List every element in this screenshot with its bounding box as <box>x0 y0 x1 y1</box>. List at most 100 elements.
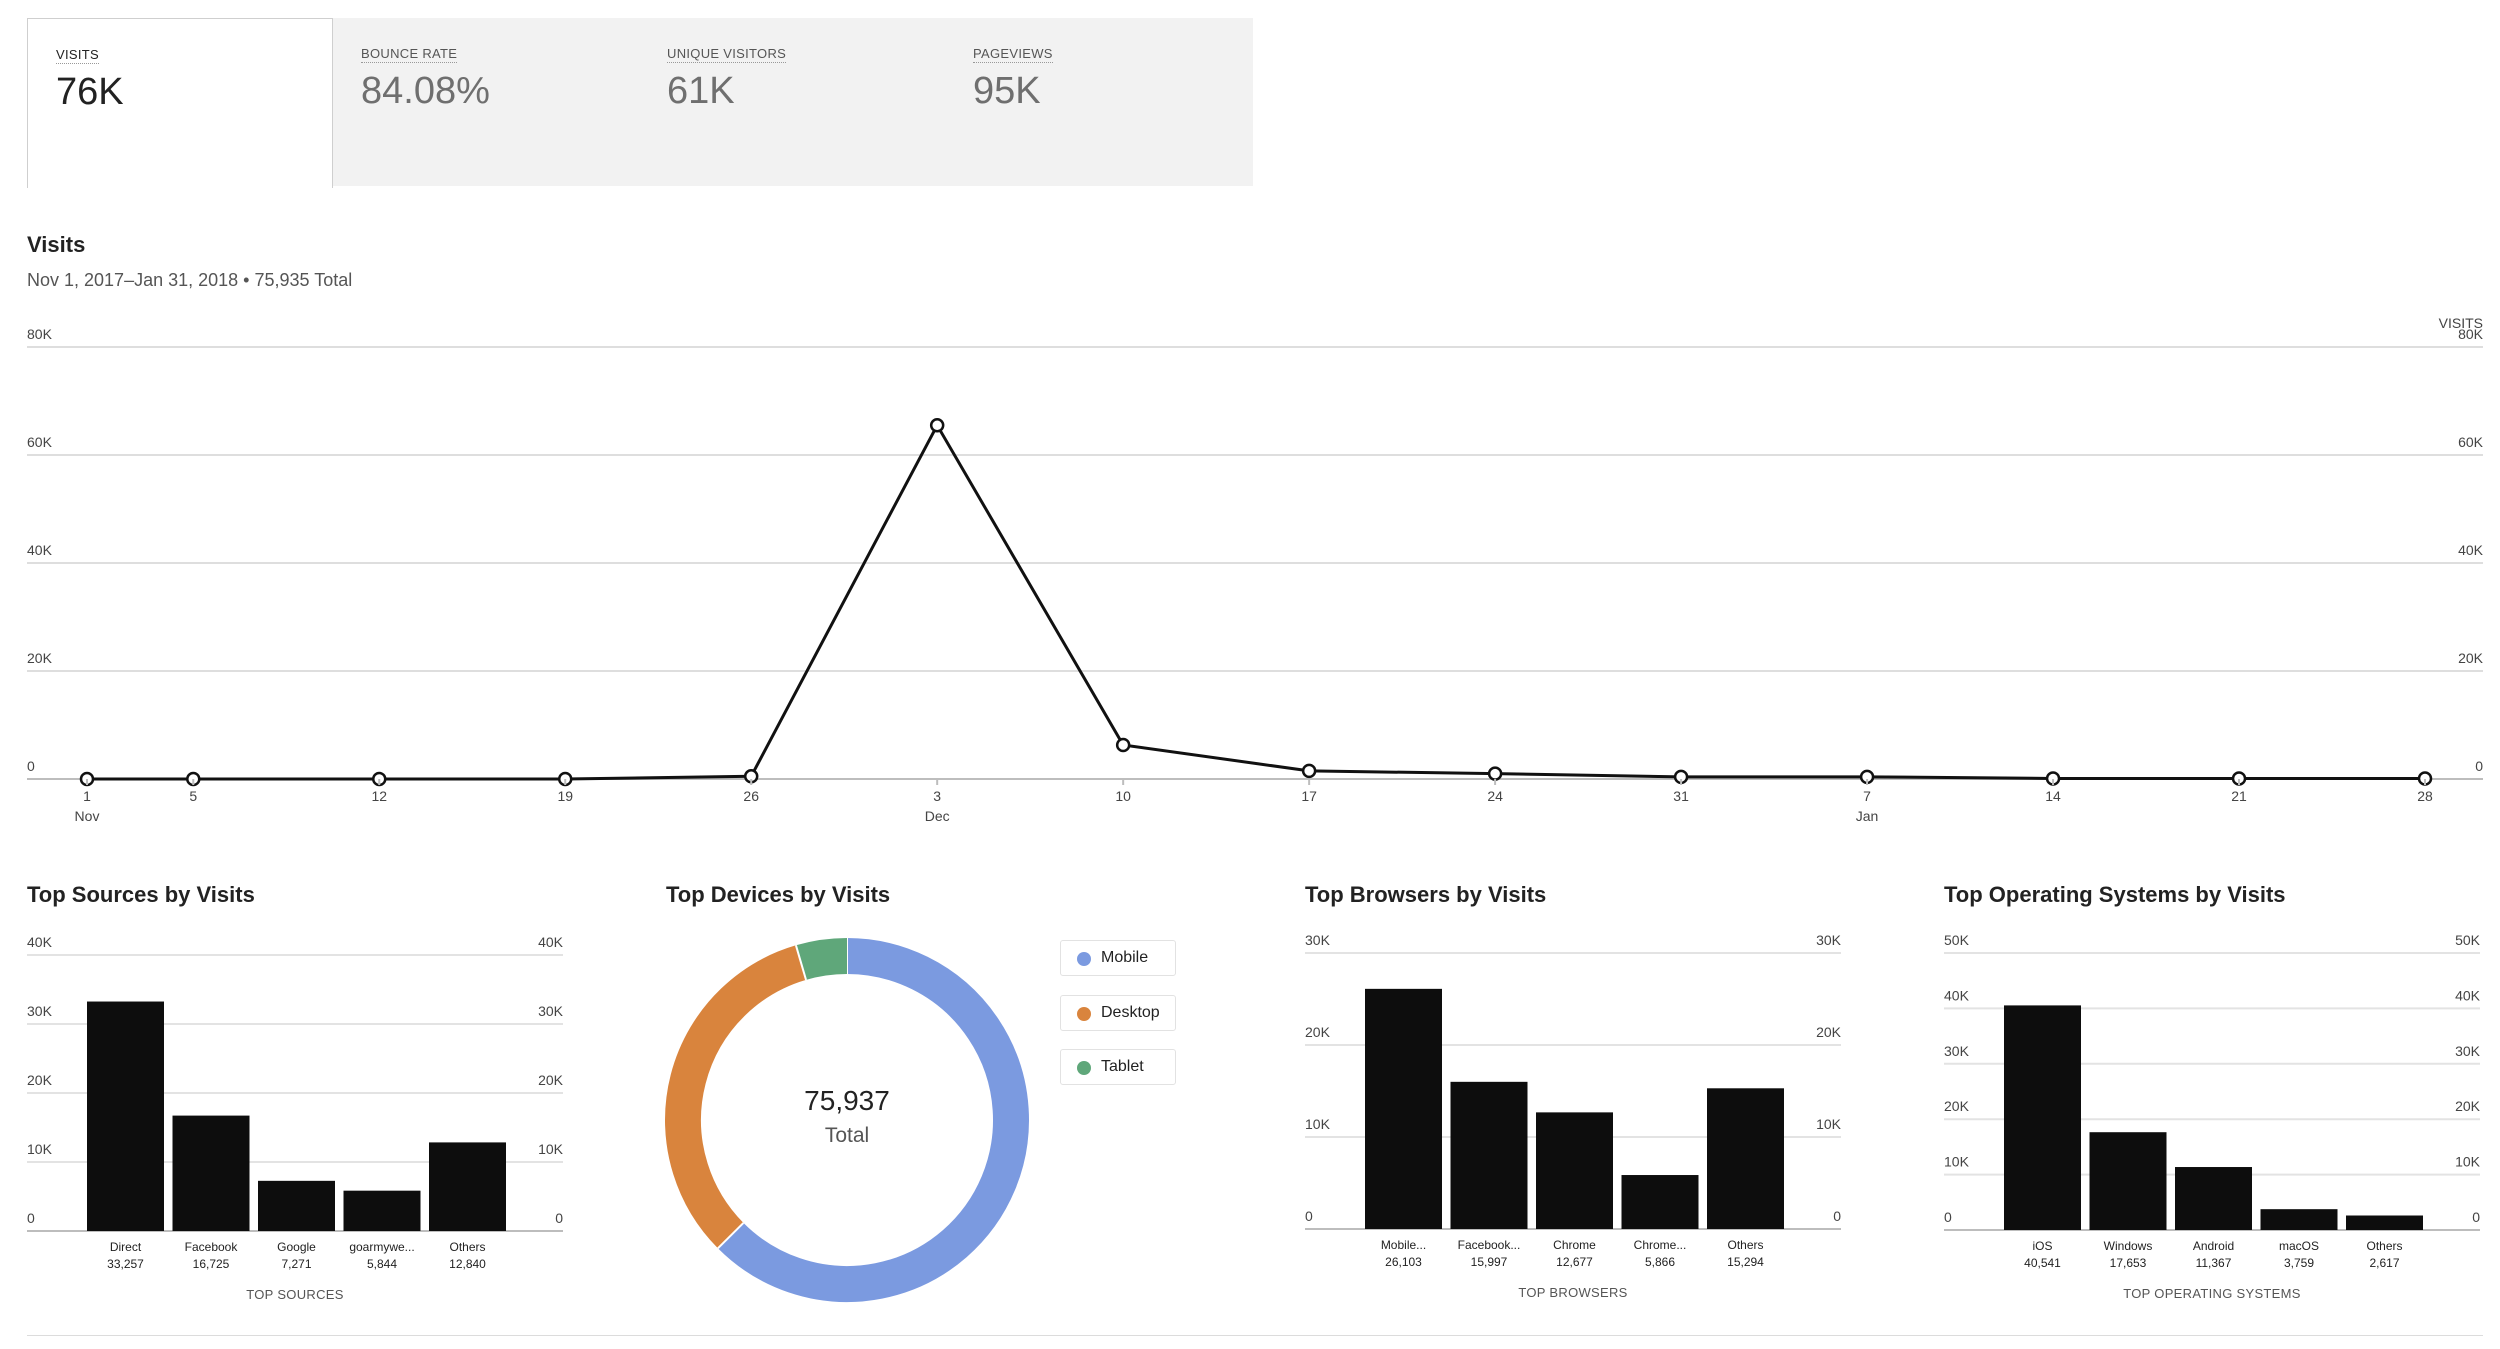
donut-slice-mobile[interactable] <box>717 938 1029 1302</box>
x-tick-label: 26 <box>743 788 759 804</box>
y-tick-label-right: 20K <box>2455 1098 2481 1114</box>
y-tick-label-right: 40K <box>538 934 564 950</box>
bar-value-label: 40,541 <box>2024 1256 2061 1270</box>
bar-category-label: Facebook... <box>1458 1238 1521 1252</box>
y-tick-label-left: 40K <box>27 934 53 950</box>
visits-data-point[interactable] <box>1115 737 1131 753</box>
donut-slice-desktop[interactable] <box>665 945 807 1249</box>
metric-tab-visits[interactable]: VISITS 76K <box>27 18 333 188</box>
metric-tab-bounce-rate[interactable]: BOUNCE RATE 84.08% <box>333 18 639 186</box>
y-tick-label-left: 10K <box>1944 1154 1970 1170</box>
bar-category-label: Android <box>2193 1239 2234 1253</box>
y-tick-label-left: 30K <box>1305 932 1331 948</box>
y-tick-label-right: 0 <box>555 1210 563 1226</box>
bar-value-label: 15,997 <box>1471 1255 1508 1269</box>
bar-value-label: 15,294 <box>1727 1255 1764 1269</box>
x-tick-label: 7 <box>1863 788 1871 804</box>
legend-dot-mobile <box>1077 952 1091 966</box>
bar-category-label: Chrome... <box>1634 1238 1687 1252</box>
legend-label: Desktop <box>1101 1004 1160 1021</box>
bar[interactable] <box>2175 1167 2252 1230</box>
x-tick-label: 1 <box>83 788 91 804</box>
bar[interactable] <box>2004 1005 2081 1230</box>
visits-series-line <box>87 422 2425 781</box>
legend-item-tablet[interactable]: Tablet <box>1060 1049 1176 1085</box>
bar-value-label: 11,367 <box>2196 1256 2232 1270</box>
visits-data-point[interactable] <box>1301 763 1317 779</box>
bar[interactable] <box>1450 1081 1528 1229</box>
bar-category-label: macOS <box>2279 1239 2319 1253</box>
browsers-title: Top Browsers by Visits <box>1305 882 1547 907</box>
x-tick-label: 17 <box>1301 788 1317 804</box>
legend-label: Mobile <box>1101 949 1149 966</box>
y-tick-label-right: 20K <box>2458 650 2484 666</box>
y-tick-label-right: 60K <box>2458 434 2484 450</box>
y-tick-label-right: 30K <box>1816 932 1842 948</box>
y-axis-caption: VISITS <box>2439 315 2483 331</box>
y-tick-label-left: 20K <box>1944 1098 1970 1114</box>
bar-category-label: Direct <box>110 1240 142 1254</box>
os-title: Top Operating Systems by Visits <box>1944 882 2286 907</box>
x-month-label: Dec <box>925 808 950 824</box>
y-tick-label-right: 50K <box>2455 932 2481 948</box>
x-tick-label: 21 <box>2231 788 2247 804</box>
bar[interactable] <box>258 1180 335 1231</box>
bar[interactable] <box>1536 1112 1613 1229</box>
y-tick-label-left: 40K <box>27 542 53 558</box>
y-tick-label-right: 30K <box>538 1003 564 1019</box>
bar-category-label: Chrome <box>1553 1238 1596 1252</box>
y-tick-label-left: 80K <box>27 326 53 342</box>
y-tick-label-right: 10K <box>538 1141 564 1157</box>
y-tick-label-right: 20K <box>1816 1024 1842 1040</box>
metric-value: 84.08% <box>361 70 490 112</box>
y-tick-label-left: 0 <box>27 758 35 774</box>
metric-value: 61K <box>667 70 735 112</box>
x-month-label: Jan <box>1856 808 1879 824</box>
legend-dot-desktop <box>1077 1007 1091 1021</box>
bar[interactable] <box>172 1115 250 1231</box>
y-tick-label-right: 20K <box>538 1072 564 1088</box>
bar-category-label: iOS <box>2032 1239 2052 1253</box>
bar-category-label: Others <box>449 1240 485 1254</box>
visits-data-point[interactable] <box>929 418 945 433</box>
metric-value: 76K <box>56 71 124 113</box>
bar[interactable] <box>1365 988 1442 1229</box>
bar-value-label: 16,725 <box>193 1257 230 1271</box>
legend-item-mobile[interactable]: Mobile <box>1060 940 1176 976</box>
bar[interactable] <box>2346 1215 2423 1230</box>
y-tick-label-left: 10K <box>27 1141 53 1157</box>
metric-tab-unique-visitors[interactable]: UNIQUE VISITORS 61K <box>639 18 945 186</box>
bar-value-label: 5,866 <box>1645 1255 1675 1269</box>
legend-label: Tablet <box>1101 1058 1144 1075</box>
metric-tab-pageviews[interactable]: PAGEVIEWS 95K <box>945 18 1251 186</box>
bar-category-label: Others <box>1727 1238 1763 1252</box>
y-tick-label-left: 60K <box>27 434 53 450</box>
bar[interactable] <box>429 1142 506 1231</box>
bar-category-label: Google <box>277 1240 316 1254</box>
x-month-label: Nov <box>75 808 100 824</box>
bar[interactable] <box>2260 1209 2338 1230</box>
y-tick-label-left: 40K <box>1944 987 1970 1003</box>
y-tick-label-left: 20K <box>1305 1024 1331 1040</box>
y-tick-label-left: 20K <box>27 650 53 666</box>
donut-slice-tablet[interactable] <box>795 938 848 980</box>
y-tick-label-left: 50K <box>1944 932 1970 948</box>
visits-data-point[interactable] <box>1487 766 1503 781</box>
bar[interactable] <box>343 1190 421 1231</box>
y-tick-label-left: 10K <box>1305 1116 1331 1132</box>
legend-item-desktop[interactable]: Desktop <box>1060 995 1176 1031</box>
x-tick-label: 10 <box>1115 788 1131 804</box>
bar-value-label: 5,844 <box>367 1257 397 1271</box>
bar-category-label: Windows <box>2104 1239 2153 1253</box>
bar-category-label: Mobile... <box>1381 1238 1426 1252</box>
y-tick-label-right: 10K <box>1816 1116 1842 1132</box>
y-tick-label-right: 30K <box>2455 1043 2481 1059</box>
os-bar-chart: 0 0 10K 10K 20K 20K 30K 30K 40K 40K 50K 50K iOS 40,54… <box>1944 932 2481 1301</box>
legend-dot-tablet <box>1077 1061 1091 1075</box>
bar[interactable] <box>87 1001 164 1231</box>
bar[interactable] <box>1707 1088 1784 1229</box>
bar[interactable] <box>2089 1132 2167 1230</box>
y-tick-label-left: 0 <box>1944 1209 1952 1225</box>
bar[interactable] <box>1621 1175 1699 1229</box>
